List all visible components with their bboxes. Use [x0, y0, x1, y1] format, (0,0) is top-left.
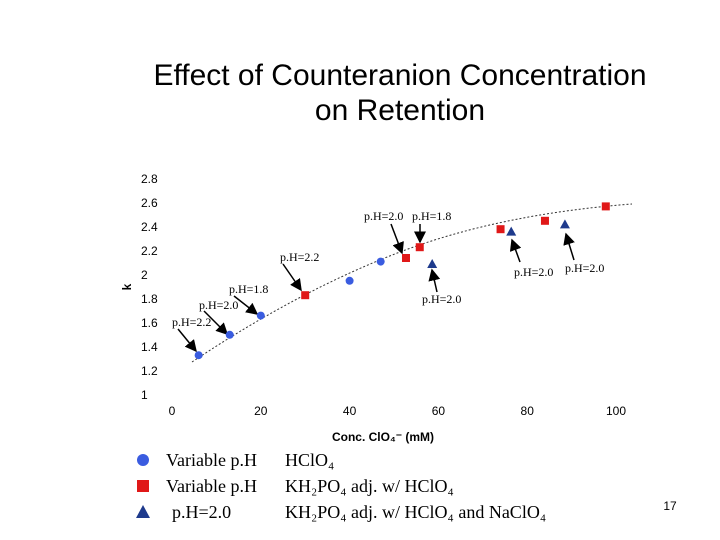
annotation: p.H=2.0 — [422, 292, 461, 306]
point — [225, 330, 234, 339]
annotation: p.H=2.0 — [514, 265, 553, 279]
point — [376, 257, 385, 266]
legend-detail: KH₂PO₄ adj. w/ HClO₄ and NaClO₄ — [285, 502, 546, 522]
y-tick-label: 1.4 — [141, 340, 158, 354]
legend-label: Variable p.H — [166, 476, 257, 496]
x-tick-label: 0 — [169, 404, 176, 418]
point — [401, 254, 410, 262]
page-number: 17 — [663, 499, 677, 513]
x-tick-label: 80 — [521, 404, 535, 418]
y-tick-label: 2.2 — [141, 244, 158, 258]
annotation: p.H=2.0 — [199, 298, 238, 312]
y-tick-label: 1.2 — [141, 364, 158, 378]
y-tick-label: 1.8 — [141, 292, 158, 306]
y-tick-label: 2.4 — [141, 220, 158, 234]
annotation: p.H=2.0 — [565, 261, 604, 275]
legend-label: Variable p.H — [166, 450, 257, 470]
point — [256, 311, 265, 320]
point — [415, 243, 424, 252]
point — [601, 202, 610, 211]
legend-detail: KH₂PO₄ adj. w/ HClO₄ — [285, 476, 454, 496]
x-axis-label: Conc. ClO₄⁻ (mM) — [332, 430, 434, 444]
legend-label: p.H=2.0 — [172, 502, 231, 522]
arrows — [177, 223, 575, 353]
point — [427, 259, 438, 268]
y-tick-label: 2.8 — [141, 172, 158, 186]
y-tick-label: 2 — [141, 268, 148, 282]
point — [559, 219, 570, 229]
point — [540, 216, 549, 225]
y-tick-label: 1 — [141, 388, 148, 402]
point — [496, 225, 505, 234]
y-tick-label: 1.6 — [141, 316, 158, 330]
x-tick-label: 40 — [343, 404, 357, 418]
x-tick-label: 20 — [254, 404, 268, 418]
point — [194, 351, 203, 360]
annotation: p.H=1.8 — [412, 209, 451, 223]
annotation: p.H=2.2 — [172, 315, 211, 329]
legend-marker — [136, 505, 150, 518]
title-line: on Retention — [315, 94, 485, 127]
x-tick-label: 60 — [432, 404, 446, 418]
fit-curve — [191, 203, 633, 363]
annotation: p.H=1.8 — [229, 282, 268, 296]
y-axis-label: k — [120, 283, 134, 290]
annotation: p.H=2.0 — [364, 209, 403, 223]
legend-detail: HClO₄ — [285, 450, 334, 470]
y-tick-label: 2.6 — [141, 196, 158, 210]
title-line: Effect of Counteranion Concentration — [153, 59, 646, 92]
point — [345, 276, 354, 285]
legend-marker — [137, 454, 149, 466]
point — [506, 226, 517, 236]
x-tick-label: 100 — [606, 404, 626, 418]
legend-marker — [137, 480, 149, 492]
annotation: p.H=2.2 — [280, 250, 319, 264]
point — [301, 291, 310, 300]
